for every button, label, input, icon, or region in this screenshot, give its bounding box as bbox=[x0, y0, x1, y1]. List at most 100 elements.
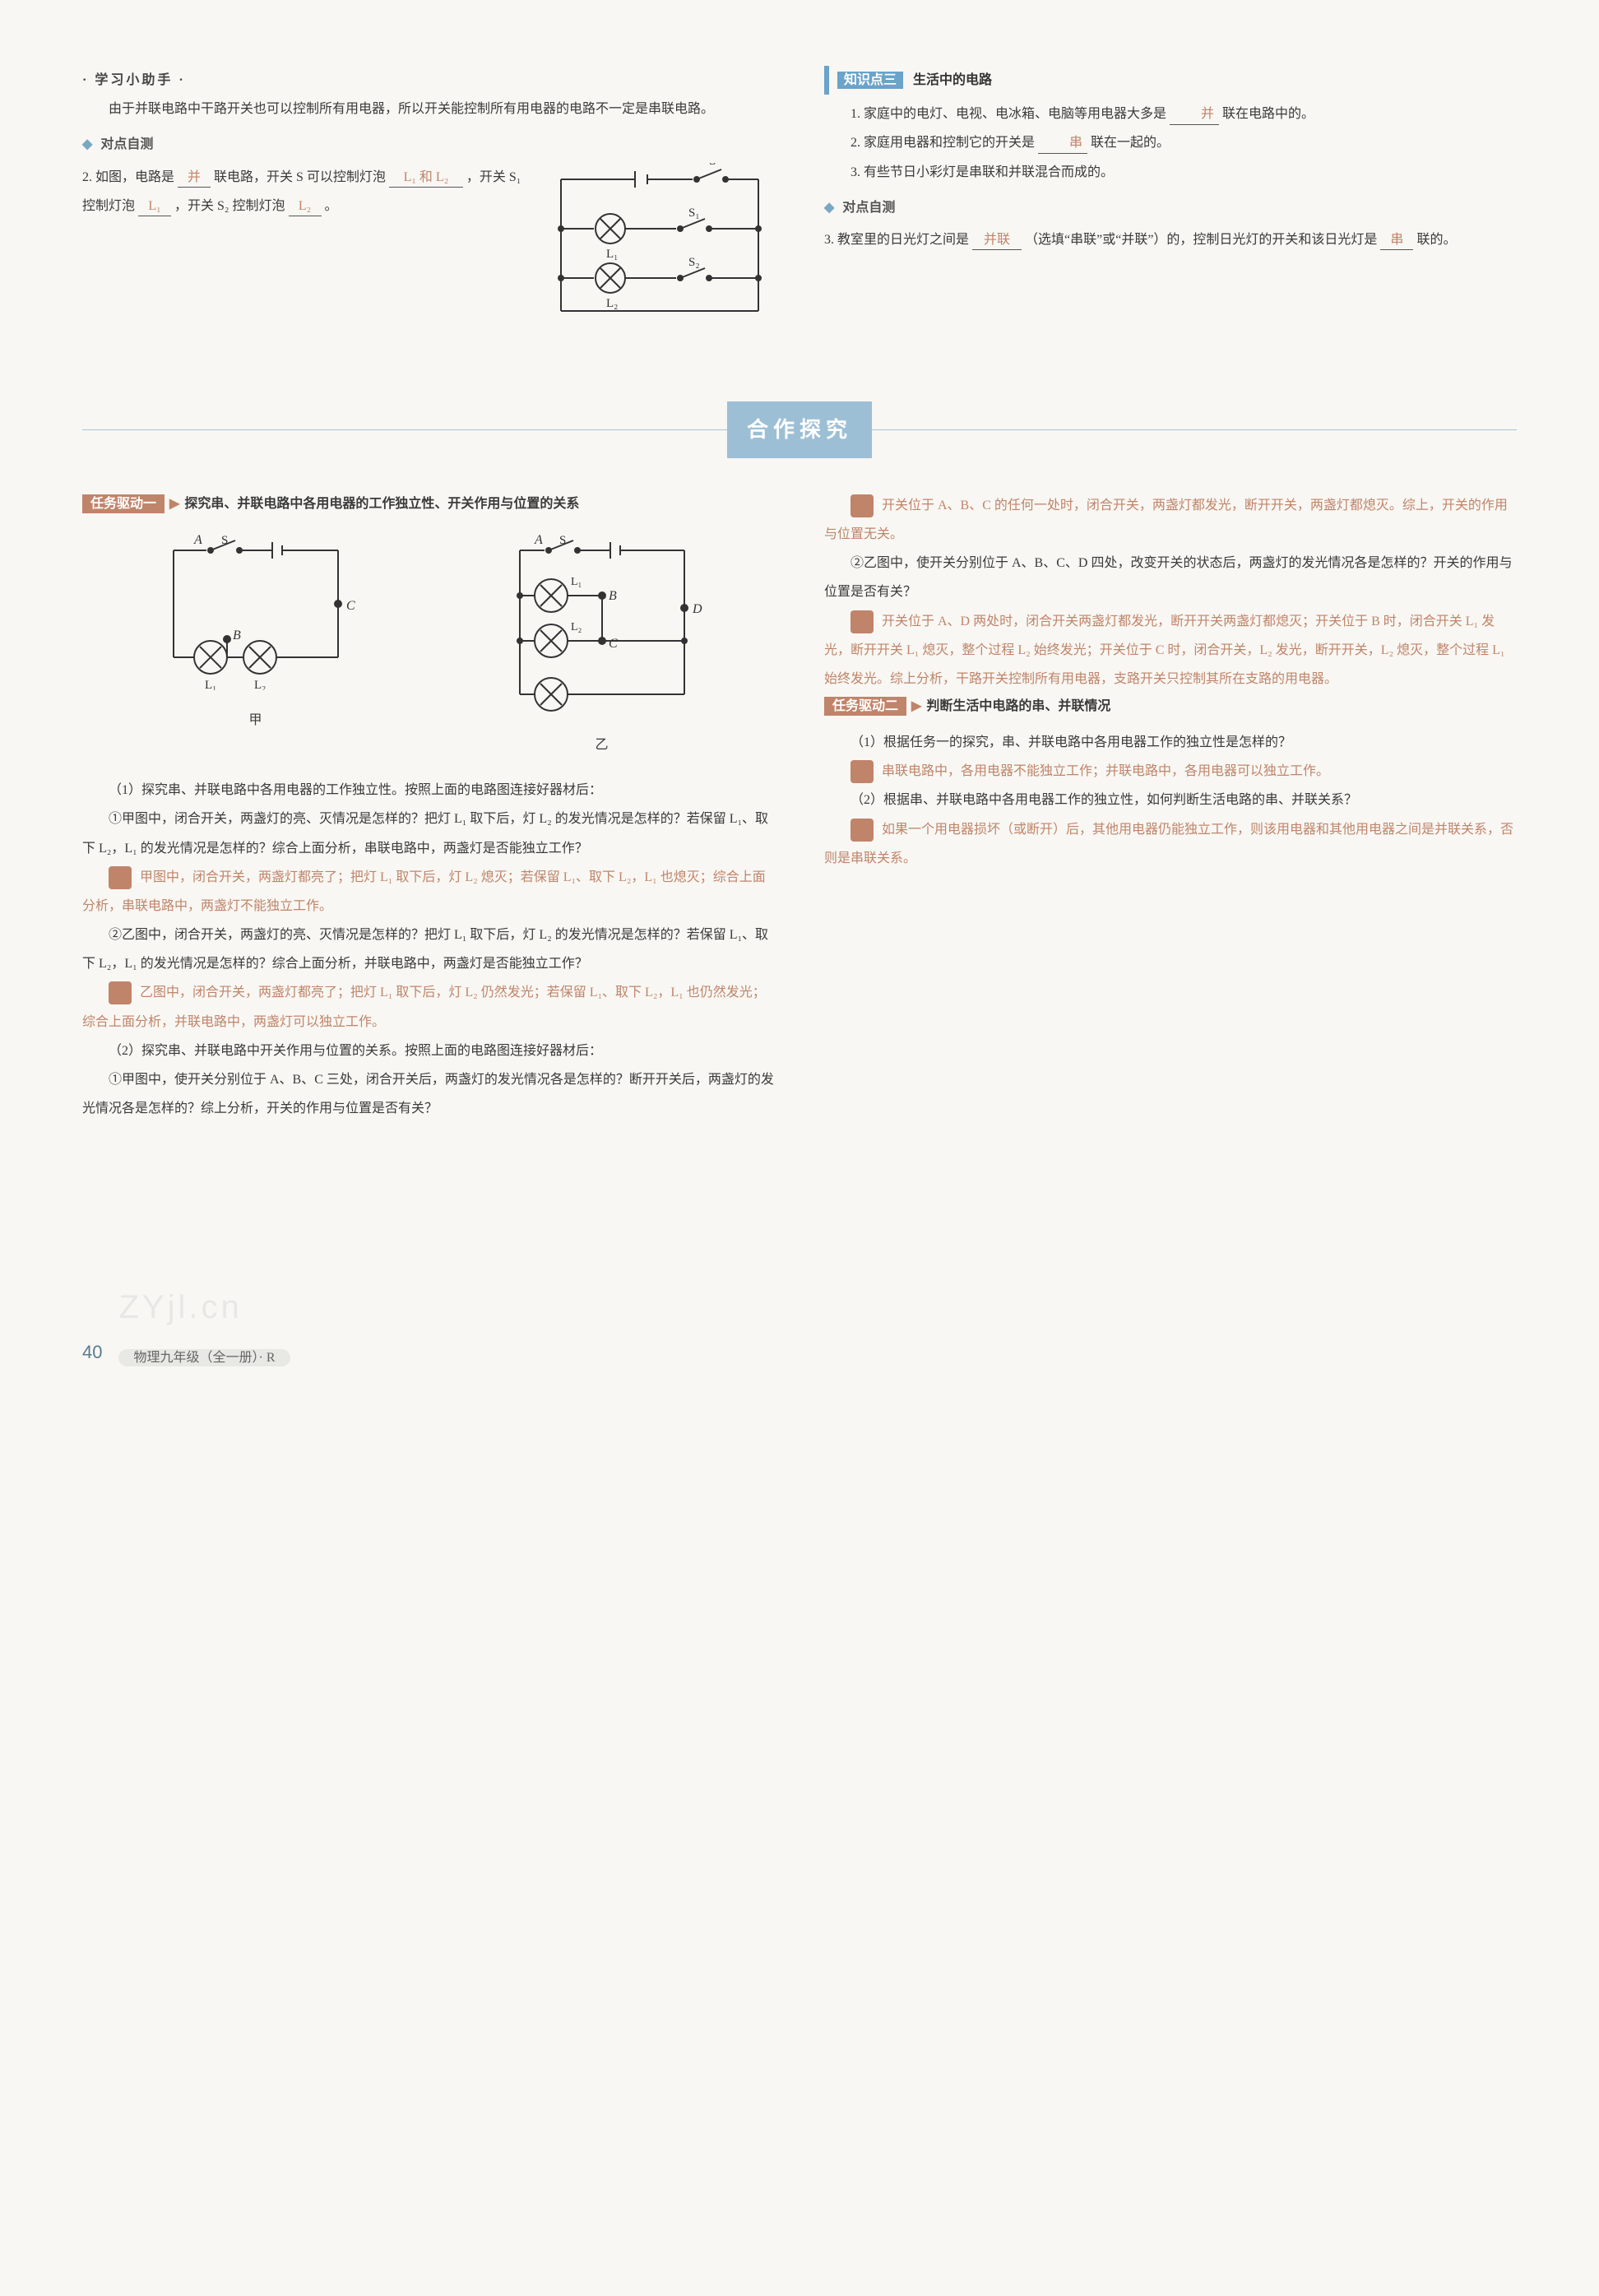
page-footer: 40 ZYjl.cn 物理九年级（全一册）· R bbox=[82, 1287, 1517, 1372]
answer-badge-3: 答 bbox=[850, 494, 874, 517]
page-number: 40 bbox=[82, 1333, 102, 1372]
banner-label: 合作探究 bbox=[727, 401, 872, 458]
svg-text:S: S bbox=[559, 534, 566, 547]
svg-text:S₂: S₂ bbox=[688, 256, 700, 269]
q3-tail: 联的。 bbox=[1416, 233, 1456, 247]
kp3-item1-blank: 并 bbox=[1170, 105, 1219, 124]
kp3-item3: 3. 有些节日小彩灯是串联和并联混合而成的。 bbox=[824, 158, 1517, 187]
svg-text:C: C bbox=[346, 599, 355, 613]
task1-p2: ①甲图中，闭合开关，两盏灯的亮、灭情况是怎样的？把灯 L₁ 取下后，灯 L₂ 的… bbox=[82, 805, 775, 862]
q2-tail: 。 bbox=[325, 199, 338, 213]
watermark-bottom-wrap: ZYjl.cn 物理九年级（全一册）· R bbox=[118, 1271, 290, 1372]
self-test-label-2: 对点自测 bbox=[842, 201, 895, 215]
caption-yi: 乙 bbox=[495, 731, 709, 759]
svg-text:L₂: L₂ bbox=[571, 621, 582, 633]
q2-blank1: 并 bbox=[178, 169, 211, 188]
right-column-main: 答 开关位于 A、B、C 的任何一处时，闭合开关，两盏灯都发光，断开开关，两盏灯… bbox=[824, 491, 1517, 1124]
diamond-icon: ◆ bbox=[82, 137, 92, 151]
kp3-item1-pre: 1. 家庭中的电灯、电视、电冰箱、电脑等用电器大多是 bbox=[850, 107, 1166, 121]
q3-blank2: 串 bbox=[1380, 231, 1413, 250]
kp3-item2-tail: 联在一起的。 bbox=[1091, 136, 1170, 150]
svg-text:S₁: S₁ bbox=[688, 206, 700, 220]
svg-text:B: B bbox=[233, 629, 241, 642]
task2-title: 判断生活中电路的串、并联情况 bbox=[926, 699, 1110, 713]
left-column-top: · 学习小助手 · 由于并联电路中干路开关也可以控制所有用电器，所以开关能控制所… bbox=[82, 66, 775, 327]
q3-pre: 3. 教室里的日光灯之间是 bbox=[824, 233, 969, 247]
answer-badge-4: 答 bbox=[850, 610, 874, 633]
question-2-text: 2. 如图，电路是 并 联电路，开关 S 可以控制灯泡 L₁ 和 L₂ ，开关 … bbox=[82, 163, 528, 220]
arrow-icon: ▶ bbox=[169, 497, 179, 511]
question-3: 3. 教室里的日光灯之间是 并联 （选填“串联”或“并联”）的，控制日光灯的开关… bbox=[824, 225, 1517, 254]
arrow-icon-2: ▶ bbox=[911, 699, 921, 713]
q3-mid: （选填“串联”或“并联”）的，控制日光灯的开关和该日光灯是 bbox=[1025, 233, 1377, 247]
main-section: 任务驱动一 ▶ 探究串、并联电路中各用电器的工作独立性、开关作用与位置的关系 A S bbox=[82, 491, 1517, 1124]
q2-mid1: 联电路，开关 S 可以控制灯泡 bbox=[214, 170, 386, 184]
diagram-yi: A S D bbox=[495, 534, 709, 759]
svg-text:C: C bbox=[609, 637, 618, 651]
top-section: · 学习小助手 · 由于并联电路中干路开关也可以控制所有用电器，所以开关能控制所… bbox=[82, 66, 1517, 327]
task1-ans4: 答 开关位于 A、D 两处时，闭合开关两盏灯都发光，断开开关两盏灯都熄灭；开关位… bbox=[824, 607, 1517, 694]
svg-text:L₁: L₁ bbox=[571, 576, 582, 588]
kp3-item1-tail: 联在电路中的。 bbox=[1222, 107, 1314, 121]
svg-text:L₂: L₂ bbox=[606, 297, 618, 310]
left-column-main: 任务驱动一 ▶ 探究串、并联电路中各用电器的工作独立性、开关作用与位置的关系 A S bbox=[82, 491, 775, 1124]
task1-badge: 任务驱动一 bbox=[82, 494, 165, 513]
task1-title: 探究串、并联电路中各用电器的工作独立性、开关作用与位置的关系 bbox=[184, 497, 579, 511]
helper-title: · 学习小助手 · bbox=[82, 66, 775, 95]
answer-badge-1: 答 bbox=[109, 866, 132, 889]
svg-text:B: B bbox=[609, 589, 617, 603]
kp3-item1: 1. 家庭中的电灯、电视、电冰箱、电脑等用电器大多是 并 联在电路中的。 bbox=[824, 100, 1517, 128]
svg-text:A: A bbox=[193, 534, 202, 547]
section-banner: H 合作探究 bbox=[82, 401, 1517, 458]
kp3-badge: 知识点三 bbox=[837, 72, 903, 89]
footer-text: 物理九年级（全一册）· R bbox=[118, 1349, 290, 1366]
kp3-item2: 2. 家庭用电器和控制它的开关是 串 联在一起的。 bbox=[824, 128, 1517, 157]
task2-ans2-text: 如果一个用电器损坏（或断开）后，其他用电器仍能独立工作，则该用电器和其他用电器之… bbox=[824, 823, 1513, 865]
caption-jia: 甲 bbox=[149, 706, 363, 735]
q2-blank3: L₁ bbox=[138, 197, 171, 216]
right-column-top: 知识点三 生活中的电路 1. 家庭中的电灯、电视、电冰箱、电脑等用电器大多是 并… bbox=[824, 66, 1517, 327]
svg-text:S: S bbox=[221, 534, 228, 547]
task1-diagrams: A S bbox=[82, 534, 775, 759]
kp3-title: 生活中的电路 bbox=[913, 73, 992, 87]
task1-ans3: 答 开关位于 A、B、C 的任何一处时，闭合开关，两盏灯都发光，断开开关，两盏灯… bbox=[824, 491, 1517, 549]
svg-text:A: A bbox=[534, 534, 543, 547]
task2-p1: （1）根据任务一的探究，串、并联电路中各用电器工作的独立性是怎样的？ bbox=[824, 728, 1517, 757]
task2-badge: 任务驱动二 bbox=[824, 697, 906, 716]
task1-ans1: 答 甲图中，闭合开关，两盏灯都亮了；把灯 L₁ 取下后，灯 L₂ 熄灭；若保留 … bbox=[82, 863, 775, 921]
answer-badge-5: 答 bbox=[850, 760, 874, 783]
task1-p3: ②乙图中，闭合开关，两盏灯的亮、灭情况是怎样的？把灯 L₁ 取下后，灯 L₂ 的… bbox=[82, 921, 775, 978]
task1-p1: （1）探究串、并联电路中各用电器的工作独立性。按照上面的电路图连接好器材后： bbox=[82, 776, 775, 805]
task2-ans1: 答 串联电路中，各用电器不能独立工作；并联电路中，各用电器可以独立工作。 bbox=[824, 757, 1517, 786]
diagram-jia: A S bbox=[149, 534, 363, 759]
task1-heading: 任务驱动一 ▶ 探究串、并联电路中各用电器的工作独立性、开关作用与位置的关系 bbox=[82, 491, 775, 517]
task1-ans2-text: 乙图中，闭合开关，两盏灯都亮了；把灯 L₁ 取下后，灯 L₂ 仍然发光；若保留 … bbox=[82, 986, 766, 1028]
helper-text: 由于并联电路中干路开关也可以控制所有用电器，所以开关能控制所有用电器的电路不一定… bbox=[82, 95, 775, 123]
task1-p4: （2）探究串、并联电路中开关作用与位置的关系。按照上面的电路图连接好器材后： bbox=[82, 1037, 775, 1065]
self-test-heading-right: ◆ 对点自测 bbox=[824, 193, 1517, 222]
q2-pre: 2. 如图，电路是 bbox=[82, 170, 174, 184]
diamond-icon-2: ◆ bbox=[824, 201, 834, 215]
answer-badge-2: 答 bbox=[109, 981, 132, 1004]
task2-ans1-text: 串联电路中，各用电器不能独立工作；并联电路中，各用电器可以独立工作。 bbox=[882, 764, 1329, 778]
knowledge-point-3-heading: 知识点三 生活中的电路 bbox=[824, 66, 1517, 95]
task2-heading: 任务驱动二 ▶ 判断生活中电路的串、并联情况 bbox=[824, 693, 1517, 720]
question-2: 2. 如图，电路是 并 联电路，开关 S 可以控制灯泡 L₁ 和 L₂ ，开关 … bbox=[82, 163, 775, 327]
q3-blank1: 并联 bbox=[972, 231, 1022, 250]
task1-ans4-text: 开关位于 A、D 两处时，闭合开关两盏灯都发光，断开开关两盏灯都熄灭；开关位于 … bbox=[824, 615, 1504, 686]
svg-text:L₁: L₁ bbox=[606, 248, 618, 261]
svg-text:S: S bbox=[709, 163, 716, 168]
q2-blank4: L₂ bbox=[289, 197, 322, 216]
watermark-bottom: ZYjl.cn bbox=[118, 1289, 242, 1325]
task1-ans2: 答 乙图中，闭合开关，两盏灯都亮了；把灯 L₁ 取下后，灯 L₂ 仍然发光；若保… bbox=[82, 978, 775, 1036]
svg-text:D: D bbox=[692, 602, 702, 616]
task1-ans3-text: 开关位于 A、B、C 的任何一处时，闭合开关，两盏灯都发光，断开开关，两盏灯都熄… bbox=[824, 499, 1508, 541]
task1-p6: ②乙图中，使开关分别位于 A、B、C、D 四处，改变开关的状态后，两盏灯的发光情… bbox=[824, 549, 1517, 606]
q2-blank2: L₁ 和 L₂ bbox=[389, 169, 463, 188]
circuit-diagram-q2: S bbox=[545, 163, 775, 327]
task2-p2: （2）根据串、并联电路中各用电器工作的独立性，如何判断生活电路的串、并联关系？ bbox=[824, 786, 1517, 814]
kp3-item2-pre: 2. 家庭用电器和控制它的开关是 bbox=[850, 136, 1035, 150]
circuit-jia-svg: A S bbox=[149, 534, 363, 690]
self-test-label: 对点自测 bbox=[100, 137, 153, 151]
answer-badge-6: 答 bbox=[850, 819, 874, 842]
